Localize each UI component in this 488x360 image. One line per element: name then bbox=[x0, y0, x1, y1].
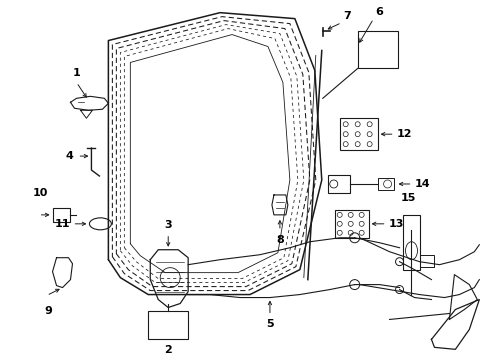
Text: 8: 8 bbox=[275, 235, 283, 245]
Text: 3: 3 bbox=[164, 220, 172, 230]
Bar bbox=[402, 215, 420, 270]
Text: 7: 7 bbox=[343, 10, 351, 21]
Text: 12: 12 bbox=[396, 129, 411, 139]
Bar bbox=[377, 178, 393, 190]
Text: 6: 6 bbox=[375, 6, 383, 17]
Bar bbox=[327, 175, 349, 193]
Text: 4: 4 bbox=[65, 151, 73, 161]
Text: 13: 13 bbox=[388, 219, 403, 229]
Bar bbox=[357, 31, 397, 68]
Text: 1: 1 bbox=[72, 68, 80, 78]
Bar bbox=[420, 255, 433, 267]
Text: 5: 5 bbox=[265, 319, 273, 329]
Bar bbox=[148, 311, 188, 339]
Text: 9: 9 bbox=[44, 306, 52, 315]
Text: 15: 15 bbox=[400, 193, 415, 203]
Bar bbox=[334, 210, 368, 238]
Bar bbox=[339, 118, 377, 150]
Text: 10: 10 bbox=[33, 188, 48, 198]
Text: 14: 14 bbox=[414, 179, 429, 189]
Text: 11: 11 bbox=[55, 219, 70, 229]
Bar bbox=[52, 208, 70, 222]
Text: 2: 2 bbox=[164, 345, 172, 355]
